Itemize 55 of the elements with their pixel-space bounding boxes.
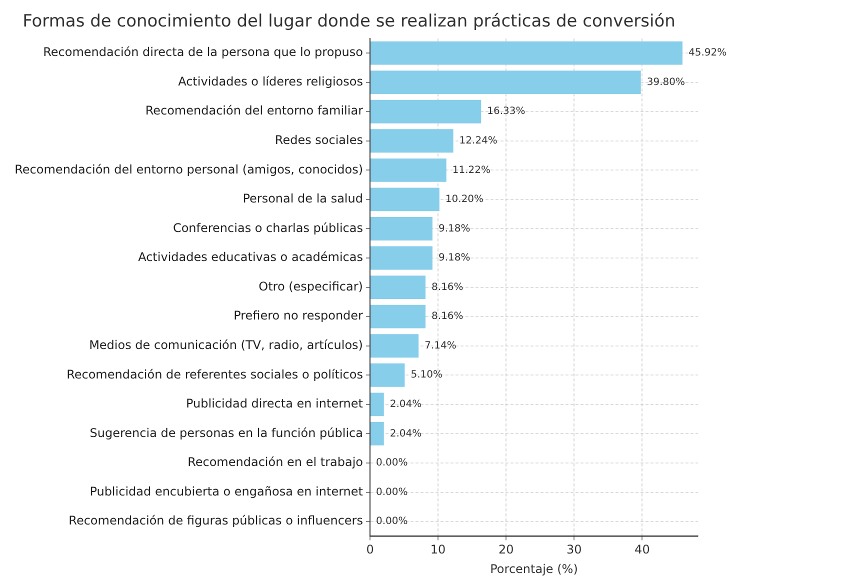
x-tick-label: 20 [498,542,514,557]
bar [370,304,426,328]
bar [370,100,482,124]
y-tick-label: Recomendación del entorno personal (amigos, conocidos) [14,162,363,176]
data-label: 9.18% [438,223,470,234]
y-tick-label: Actividades educativas o académicas [138,250,363,264]
x-tick-label: 30 [566,542,582,557]
y-tick-label: Prefiero no responder [234,308,364,323]
data-label: 10.20% [445,194,484,206]
y-tick-label: Recomendación de figuras públicas o influencers [68,514,363,528]
y-tick-label: Recomendación directa de la persona que lo propuso [43,45,363,60]
bar [370,363,405,387]
x-tick-label: 0 [366,542,374,557]
data-label: 39.80% [646,76,685,88]
data-label: 11.22% [452,164,490,176]
bar [370,246,432,270]
y-tick-label: Conferencias o charlas públicas [172,220,363,235]
y-tick-label: Actividades o líderes religiosos [178,74,363,88]
bar [370,158,446,182]
bar [370,422,384,446]
data-label: 2.04% [390,399,422,410]
data-label: 0.00% [376,516,408,528]
x-tick-label: 40 [634,542,650,557]
data-label: 8.16% [432,282,464,293]
data-label: 0.00% [376,486,408,498]
y-tick-label: Medios de comunicación (TV, radio, artículos) [89,338,363,352]
data-label: 9.18% [438,252,470,264]
y-tick-label: Recomendación del entorno familiar [145,104,364,118]
bar [370,188,440,212]
data-label: 16.33% [487,106,526,118]
y-tick-label: Redes sociales [274,133,363,148]
x-axis-title: Porcentaje (%) [490,562,578,576]
bar [370,276,426,300]
y-tick-label: Recomendación de referentes sociales o políticos [66,367,363,382]
y-tick-label: Sugerencia de personas en la función pública [90,426,363,440]
y-tick-label: Otro (especificar) [258,279,363,294]
data-label: 45.92% [688,48,727,59]
bar [370,41,682,65]
y-tick-label: Publicidad encubierta o engañosa en internet [90,484,364,498]
data-label: 8.16% [432,311,464,322]
data-label: 0.00% [376,458,408,469]
y-tick-label: Recomendación en el trabajo [188,455,363,470]
bar [370,334,419,358]
data-label: 2.04% [390,428,422,440]
bar [370,392,384,416]
chart-title: Formas de conocimiento del lugar donde se realizan prácticas de conversión [22,12,676,32]
bar [370,129,454,153]
bar [370,70,641,94]
data-label: 12.24% [459,135,498,146]
x-tick-label: 10 [430,542,446,557]
data-label: 5.10% [410,370,442,381]
y-tick-label: Publicidad directa en internet [186,396,364,411]
y-tick-label: Personal de la salud [242,192,363,206]
data-label: 7.14% [424,340,456,352]
bar [370,217,432,240]
